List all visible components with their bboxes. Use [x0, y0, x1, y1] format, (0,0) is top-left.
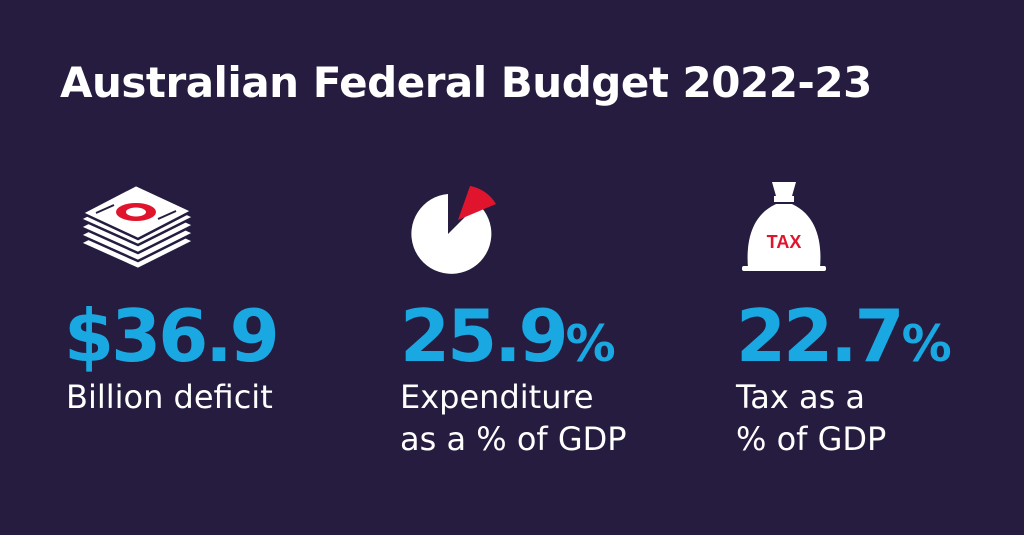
money-stack-icon	[77, 183, 197, 277]
tax-label: Tax as a % of GDP	[736, 378, 887, 458]
deficit-value: $36.9	[64, 294, 280, 378]
expenditure-label: Expenditure as a % of GDP	[400, 378, 627, 458]
tax-badge-text: TAX	[767, 232, 802, 252]
expenditure-value: 25.9%	[400, 294, 616, 378]
page-title: Australian Federal Budget 2022-23	[60, 58, 872, 107]
tax-bag-icon: TAX	[740, 178, 830, 278]
deficit-label: Billion deficit	[66, 378, 273, 416]
pie-chart-icon	[406, 180, 502, 280]
tax-value: 22.7%	[736, 294, 952, 378]
